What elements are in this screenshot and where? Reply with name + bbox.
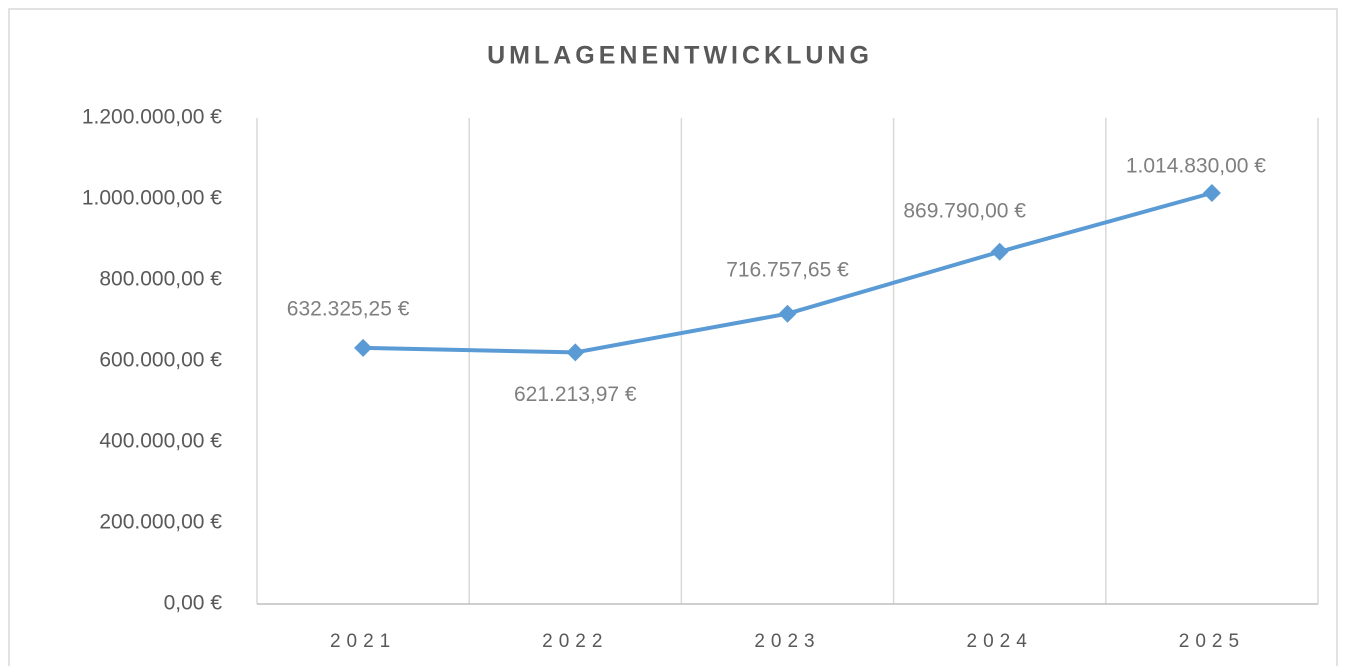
marker [1202,183,1221,202]
chart-border [8,8,1338,666]
x-tick-label: 2023 [754,631,820,652]
x-tick-label: 2025 [1179,631,1245,652]
y-tick-label: 400.000,00 € [99,430,222,453]
data-label: 869.790,00 € [903,199,1026,222]
y-tick-label: 600.000,00 € [99,349,222,372]
data-label: 621.213,97 € [514,383,637,406]
x-tick-label: 2022 [542,631,608,652]
marker [990,242,1009,261]
y-tick-label: 1.200.000,00 € [82,106,222,129]
data-label: 716.757,65 € [726,258,849,281]
chart-title: UMLAGENENTWICKLUNG [487,42,873,70]
y-tick-label: 200.000,00 € [99,511,222,534]
x-tick-label: 2021 [330,631,396,652]
x-tick-label: 2024 [967,631,1033,652]
marker [566,343,585,362]
y-tick-label: 0,00 € [164,592,223,615]
y-tick-label: 800.000,00 € [99,268,222,291]
data-label: 632.325,25 € [287,297,410,320]
marker [354,338,373,357]
marker [778,304,797,323]
data-label: 1.014.830,00 € [1126,155,1266,178]
y-tick-label: 1.000.000,00 € [82,187,222,210]
